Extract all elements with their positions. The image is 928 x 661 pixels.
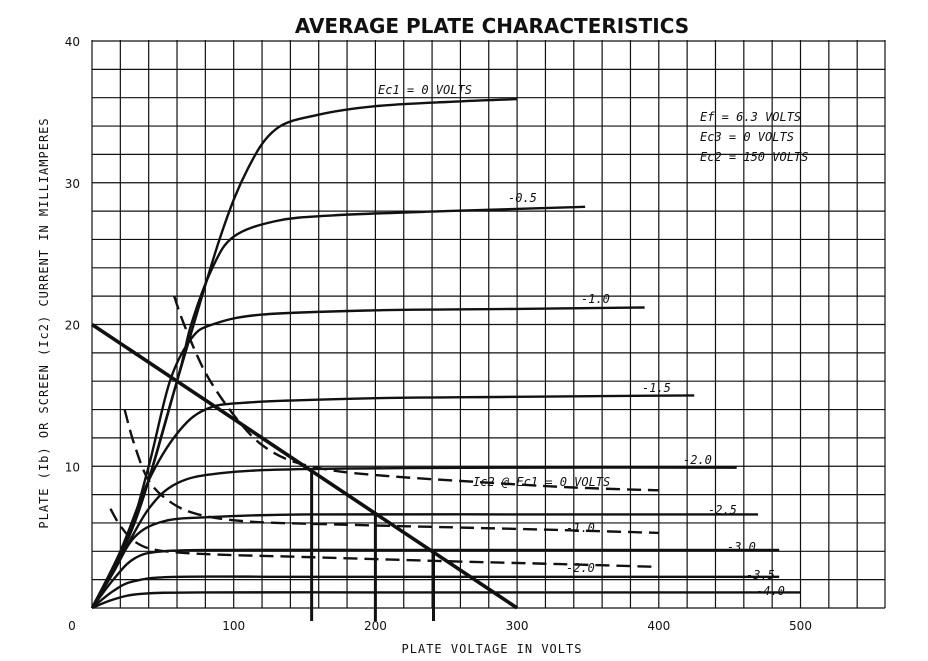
screen-curve-1: [123, 409, 659, 535]
tick-labels: 0 100 200 300 400 500 10 20 30 40: [65, 35, 812, 633]
plate-curve-label-8: -4.0: [756, 584, 785, 598]
x-axis-label: PLATE VOLTAGE IN VOLTS: [402, 642, 583, 656]
condition-ec3: Ec3 = 0 VOLTS: [700, 130, 794, 144]
conditions-block: Ef = 6.3 VOLTS Ec3 = 0 VOLTS Ec2 = 150 V…: [700, 110, 808, 164]
plate-curve-6: [91, 548, 780, 609]
plate-curve-1: [90, 205, 586, 609]
plate-curve-7: [91, 575, 780, 609]
condition-ec2: Ec2 = 150 VOLTS: [700, 150, 808, 164]
screen-curve-label-2: -2.0: [566, 561, 595, 575]
plate-curve-8: [91, 591, 801, 610]
plate-curve-label-7: -3.5: [746, 568, 775, 582]
y-tick-label: 10: [65, 460, 80, 474]
plate-curve-3: [90, 394, 695, 609]
condition-ef: Ef = 6.3 VOLTS: [700, 110, 801, 124]
x-tick-label: 500: [789, 619, 812, 633]
plate-curve-label-4: -2.0: [683, 453, 712, 467]
plate-curve-label-0: Ec1 = 0 VOLTS: [378, 83, 472, 97]
curve-labels: Ec1 = 0 VOLTS -0.5 -1.0 -1.5 -2.0 -2.5 -3.0 -3.…: [378, 83, 785, 598]
screen-curve-2: [109, 508, 659, 569]
y-axis-label: PLATE (Ib) OR SCREEN (Ic2) CURRENT IN MI…: [37, 117, 51, 528]
plate-curves: [90, 97, 801, 610]
screen-curve-label-1: -1.0: [566, 521, 595, 535]
x-tick-label: 300: [506, 619, 529, 633]
x-tick-label: 200: [364, 619, 387, 633]
y-tick-label: 40: [65, 35, 80, 49]
plate-curve-label-2: -1.0: [581, 292, 610, 306]
x-tick-label: 400: [647, 619, 670, 633]
chart-title: AVERAGE PLATE CHARACTERISTICS: [295, 14, 689, 38]
plate-curve-0: [90, 97, 518, 609]
plate-curve-label-6: -3.0: [727, 540, 756, 554]
plate-curve-2: [90, 306, 645, 609]
plate-curve-4: [90, 466, 737, 609]
plate-curve-5: [90, 513, 758, 609]
load-line: [91, 323, 519, 610]
screen-curve-label-0: Ic2 @ Ec1 = 0 VOLTS: [473, 475, 610, 489]
load-line-group: [91, 323, 519, 621]
y-tick-label: 20: [65, 319, 80, 333]
x-tick-label: 0: [68, 619, 76, 633]
screen-curves: [109, 295, 659, 569]
x-tick-label: 100: [222, 619, 245, 633]
y-tick-label: 30: [65, 177, 80, 191]
screen-curve-0: [173, 295, 659, 492]
plate-curve-label-5: -2.5: [708, 503, 737, 517]
plate-curve-label-3: -1.5: [642, 381, 671, 395]
plate-curve-label-1: -0.5: [508, 191, 537, 205]
